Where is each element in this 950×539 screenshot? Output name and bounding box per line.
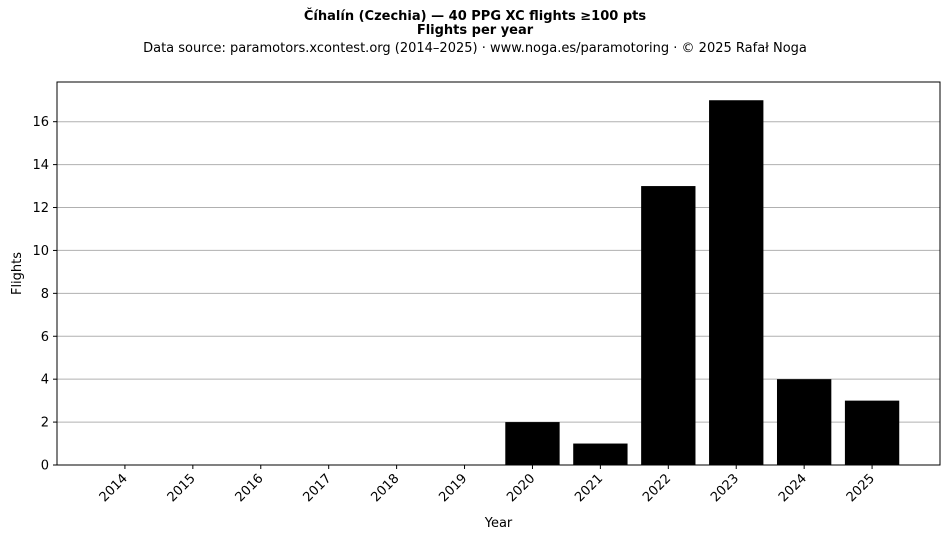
- bar-2021: [573, 443, 628, 465]
- bars: [505, 100, 900, 465]
- x-tick-label: 2015: [165, 471, 199, 505]
- x-tick-label: 2016: [233, 471, 267, 505]
- x-tick-label: 2022: [640, 471, 674, 505]
- x-tick-label: 2023: [708, 471, 742, 505]
- x-tick-label: 2025: [844, 471, 878, 505]
- y-tick-label: 2: [41, 416, 49, 431]
- chart-subtitle: Flights per year: [416, 23, 534, 38]
- x-tick-label: 2020: [504, 471, 538, 505]
- y-axis: 0 2 4 6 8 10 12 14 16: [32, 115, 57, 474]
- y-tick-label: 10: [32, 244, 49, 259]
- x-tick-label: 2014: [97, 471, 131, 505]
- x-tick-label: 2018: [368, 471, 402, 505]
- x-tick-label: 2019: [436, 471, 470, 505]
- bar-2023: [709, 100, 764, 465]
- y-tick-label: 0: [41, 459, 49, 474]
- bar-2022: [641, 186, 696, 465]
- x-axis: 2014 2015 2016 2017 2018 2019 2020 2021 2022 2023…: [97, 465, 878, 505]
- data-source-note: Data source: paramotors.xcontest.org (20…: [143, 41, 807, 56]
- chart-title: Číhalín (Czechia) — 40 PPG XC flights ≥1…: [303, 9, 647, 24]
- x-tick-label: 2024: [776, 471, 810, 505]
- y-tick-label: 14: [32, 158, 49, 173]
- plot-frame: [56, 81, 941, 466]
- x-axis-label: Year: [484, 516, 513, 531]
- y-tick-label: 4: [41, 373, 49, 388]
- y-tick-label: 16: [32, 115, 49, 130]
- bar-2020: [505, 422, 560, 465]
- x-tick-label: 2021: [572, 471, 606, 505]
- x-tick-label: 2017: [301, 471, 335, 505]
- y-tick-label: 8: [41, 287, 49, 302]
- bar-2025: [844, 400, 900, 465]
- chart-title-block: Číhalín (Czechia) — 40 PPG XC flights ≥1…: [0, 10, 950, 57]
- bar-2024: [776, 379, 832, 465]
- y-axis-label: Flights: [10, 252, 25, 295]
- y-tick-label: 12: [32, 201, 49, 216]
- y-tick-label: 6: [41, 330, 49, 345]
